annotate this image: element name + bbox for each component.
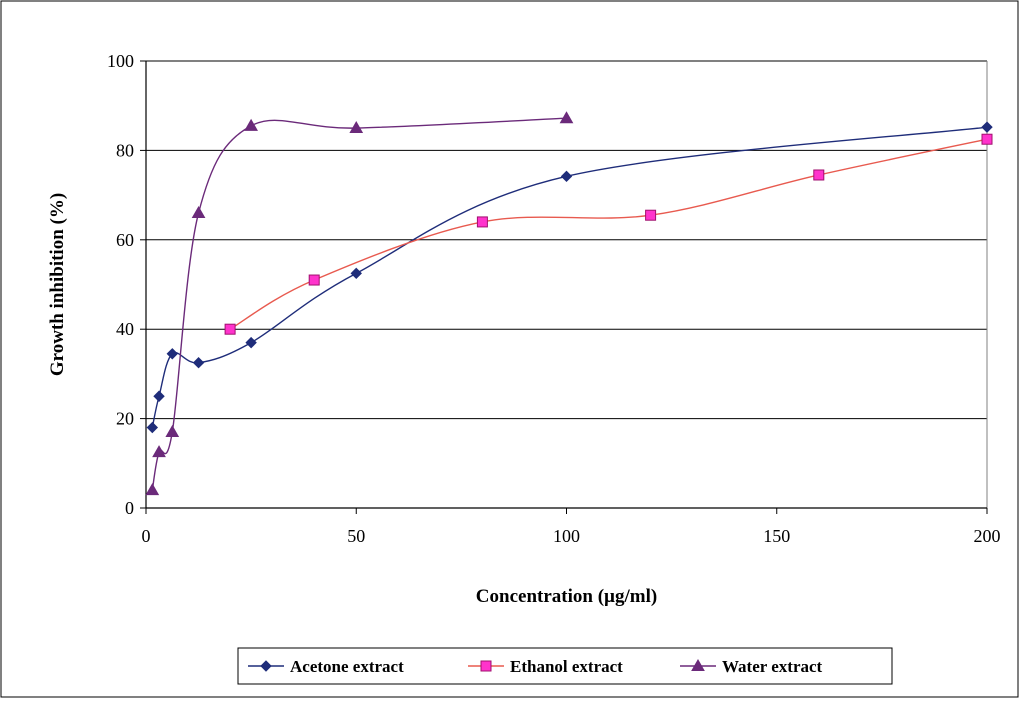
data-point-s1-1 bbox=[308, 274, 320, 286]
y-axis-title: Growth inhibition (%) bbox=[47, 193, 68, 376]
legend-label: Acetone extract bbox=[290, 657, 404, 676]
x-tick-label: 0 bbox=[142, 526, 151, 546]
x-tick-label: 50 bbox=[347, 526, 365, 546]
legend: Acetone extract Ethanol extract Water extr… bbox=[237, 647, 893, 685]
data-point-s0-7 bbox=[981, 121, 993, 133]
data-point-s2-2 bbox=[165, 425, 180, 438]
data-point-s2-0 bbox=[145, 483, 160, 496]
data-point-s0-6 bbox=[560, 170, 573, 183]
y-tick-label: 100 bbox=[107, 51, 134, 71]
y-tick-label: 0 bbox=[125, 498, 134, 518]
y-tick-label: 40 bbox=[116, 319, 134, 339]
legend-marker-2 bbox=[691, 658, 705, 671]
legend-box bbox=[237, 647, 893, 685]
legend-label: Ethanol extract bbox=[510, 657, 623, 676]
legend-marker-1 bbox=[480, 660, 492, 672]
data-point-s2-6 bbox=[559, 111, 574, 124]
series-markers bbox=[145, 111, 993, 496]
data-point-s1-4 bbox=[813, 169, 825, 181]
x-axis-title: Concentration (µg/ml) bbox=[476, 586, 657, 607]
data-point-s2-3 bbox=[191, 205, 206, 218]
data-point-s1-0 bbox=[224, 323, 236, 335]
data-point-s1-2 bbox=[476, 216, 488, 228]
y-tick-label: 80 bbox=[116, 140, 134, 160]
data-point-s0-3 bbox=[192, 357, 205, 369]
axes bbox=[140, 60, 988, 514]
legend-marker-0 bbox=[260, 660, 272, 672]
data-point-s1-3 bbox=[645, 209, 657, 221]
data-point-s2-4 bbox=[244, 118, 258, 131]
axis-labels: 0 20 40 60 80 100 0 50 100 150 200 Concentration (µ… bbox=[47, 51, 1001, 607]
legend-label: Water extract bbox=[722, 657, 823, 676]
data-point-s0-0 bbox=[146, 421, 159, 434]
data-point-s2-1 bbox=[152, 445, 166, 458]
x-tick-label: 200 bbox=[974, 526, 1001, 546]
data-point-s0-1 bbox=[153, 390, 165, 402]
gridlines bbox=[146, 60, 987, 420]
data-point-s0-4 bbox=[245, 336, 257, 349]
data-point-s0-5 bbox=[350, 267, 362, 280]
x-tick-label: 150 bbox=[763, 526, 790, 546]
data-point-s1-5 bbox=[981, 133, 993, 145]
x-tick-label: 100 bbox=[553, 526, 580, 546]
series-line-0 bbox=[151, 126, 988, 428]
data-point-s2-5 bbox=[349, 121, 364, 134]
y-tick-label: 20 bbox=[116, 409, 134, 429]
y-tick-label: 60 bbox=[116, 230, 134, 250]
data-point-s0-2 bbox=[166, 348, 178, 360]
